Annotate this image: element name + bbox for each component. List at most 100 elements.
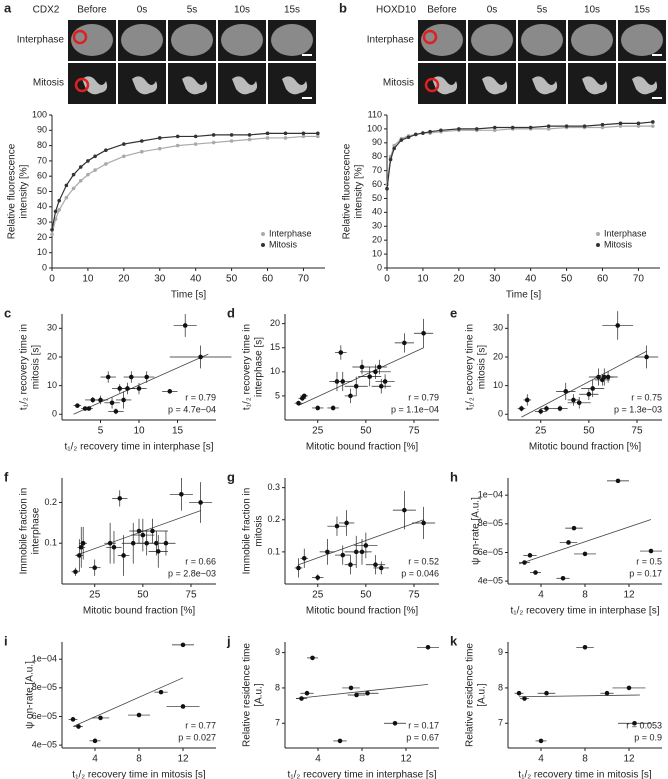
data-point [510,125,515,130]
image-column-label: 10s [234,5,250,16]
fit-line [295,684,429,699]
nucleus [171,24,213,56]
y-tick-label: 1e−04 [478,490,503,500]
x-axis-label: t₁/₂ recovery time in mitosis [s] [72,770,206,779]
y-tick-label: 20 [270,318,280,328]
y-tick-label: 80 [37,140,47,150]
nucleus [121,24,163,56]
data-point [75,403,80,408]
y-tick-label: 4e−05 [32,740,57,750]
chromosomes [182,76,208,95]
nucleus [271,24,313,56]
y-tick-label: 8 [498,682,503,692]
data-point [651,124,655,128]
image-column-label: 15s [634,5,650,16]
p-annotation: p = 0.17 [629,568,662,578]
y-tick-label: 10 [493,380,503,390]
x-axis-label: Time [s] [171,290,206,301]
data-point [421,520,426,526]
y-axis-label: Immobile fraction in [242,488,253,575]
data-point [121,553,126,558]
y-tick-label: 1e−04 [32,654,57,664]
y-tick-label: 10 [37,247,47,257]
data-point [144,374,149,380]
data-point [316,134,320,139]
y-tick-label: 0 [42,262,47,272]
data-point [77,553,82,558]
y-axis-label: t₁/₂ recovery time in [465,324,476,410]
series-line [386,121,653,189]
data-point [265,131,270,136]
y-tick-label: 0.1 [44,538,57,548]
y-axis-label: [A.u.] [477,683,488,707]
legend-label: Interphase [269,228,312,238]
data-point [247,133,252,137]
data-point [615,323,621,328]
y-tick-label: 50 [37,186,47,196]
x-tick-label: 10 [82,274,94,285]
y-tick-label: 60 [37,171,47,181]
nucleus [421,24,463,56]
data-point [180,704,186,709]
x-tick-label: 25 [312,590,324,601]
x-tick-label: 25 [89,590,101,601]
data-point [363,543,369,548]
data-point [155,549,161,554]
data-point [310,655,315,661]
y-tick-label: 70 [37,155,47,165]
data-point [522,560,527,565]
data-point [301,393,307,399]
data-point [354,692,359,698]
x-tick-label: 10 [417,274,429,285]
data-point [179,492,184,497]
data-point [158,689,164,695]
protein-label: HOXD10 [376,5,416,16]
data-point [359,549,365,555]
y-tick-label: 90 [372,137,382,147]
data-point [651,120,655,124]
data-point [315,575,321,580]
data-point [576,400,582,406]
data-point [167,389,173,394]
data-point [378,565,384,571]
data-point [382,379,388,384]
y-tick-label: 30 [493,323,503,333]
panel-label: k [450,633,458,648]
data-point [136,386,142,391]
x-tick-label: 50 [561,274,573,285]
x-tick-label: 50 [360,426,372,437]
data-point [247,137,252,142]
r-annotation: r = 0.66 [185,556,216,566]
data-point [211,133,216,137]
y-tick-label: 8e−05 [478,518,503,528]
y-tick-label: 7 [498,718,503,728]
p-annotation: p = 2.8e−03 [168,568,216,578]
data-point [86,406,92,411]
data-point [582,645,588,650]
y-tick-label: 4e−05 [478,576,503,586]
data-point [78,165,83,169]
y-tick-label: 8 [275,682,280,692]
data-point [571,397,576,403]
x-tick-label: 0 [49,274,55,285]
data-point [86,172,90,177]
image-row-label: Interphase [17,35,65,46]
y-tick-label: 10 [372,248,382,258]
data-point [78,545,84,550]
data-point [105,374,111,380]
data-point [229,139,234,143]
data-point [388,157,393,162]
data-point [439,128,443,133]
series-line [51,135,318,235]
data-point [571,525,577,531]
data-point [648,548,654,554]
y-tick-label: 0 [52,409,57,419]
data-point [73,569,78,575]
y-tick-label: 9 [275,647,280,657]
y-tick-label: 0.3 [267,482,280,492]
chromosomes [282,76,308,95]
chromosomes [582,76,608,95]
data-point [365,690,370,696]
image-row-label: Mitosis [383,78,414,89]
x-tick-label: 60 [597,274,609,285]
